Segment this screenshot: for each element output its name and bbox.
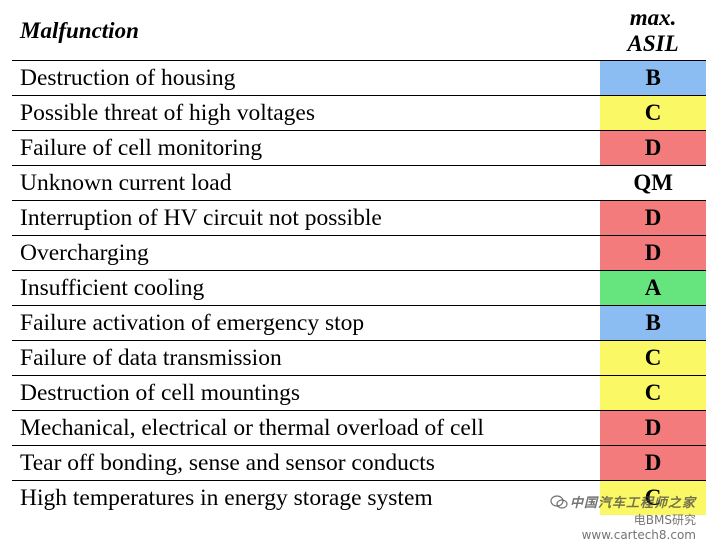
malfunction-header: Malfunction [12, 2, 601, 61]
asil-cell: C [600, 340, 706, 376]
malfunction-cell: Destruction of housing [12, 60, 601, 96]
table-row: High temperatures in energy storage syst… [12, 480, 706, 515]
asil-cell: D [600, 130, 706, 166]
asil-cell: D [600, 410, 706, 446]
asil-cell: D [600, 200, 706, 236]
table-row: Tear off bonding, sense and sensor condu… [12, 445, 706, 481]
malfunction-cell: Failure activation of emergency stop [12, 305, 601, 341]
malfunction-cell: Possible threat of high voltages [12, 95, 601, 131]
malfunction-cell: Unknown current load [12, 165, 601, 201]
asil-cell: C [600, 95, 706, 131]
asil-cell: B [600, 60, 706, 96]
table-row: Failure of cell monitoring D [12, 130, 706, 166]
asil-cell: D [600, 235, 706, 271]
watermark-line1: 中国汽车工程师之家 [569, 496, 696, 511]
malfunction-cell: High temperatures in energy storage syst… [20, 484, 433, 511]
asil-cell: C [600, 480, 706, 515]
table-row: Failure of data transmission C [12, 340, 706, 376]
table-row: Unknown current load QM [12, 165, 706, 201]
table-row: Destruction of housing B [12, 60, 706, 96]
asil-header: max. ASIL [600, 2, 706, 61]
malfunction-cell: Failure of cell monitoring [12, 130, 601, 166]
asil-header-line1: max. [629, 5, 677, 30]
watermark: 中国汽车工程师之家 电BMS研究 www.cartech8.com [536, 492, 696, 542]
asil-cell: QM [600, 165, 706, 201]
table-row: Destruction of cell mountings C [12, 375, 706, 411]
table-row: Mechanical, electrical or thermal overlo… [12, 410, 706, 446]
malfunction-cell: Interruption of HV circuit not possible [12, 200, 601, 236]
table-row: Overcharging D [12, 235, 706, 271]
malfunction-cell: Mechanical, electrical or thermal overlo… [12, 410, 601, 446]
asil-cell: B [600, 305, 706, 341]
asil-cell: D [600, 445, 706, 481]
table-row: Insufficient cooling A [12, 270, 706, 306]
watermark-line2: 电BMS研究 www.cartech8.com [581, 513, 696, 542]
asil-cell: C [600, 375, 706, 411]
asil-header-line2: ASIL [627, 31, 679, 56]
malfunction-cell: Insufficient cooling [12, 270, 601, 306]
table-row: Failure activation of emergency stop B [12, 305, 706, 341]
malfunction-cell: Overcharging [12, 235, 601, 271]
malfunction-cell: Tear off bonding, sense and sensor condu… [12, 445, 601, 481]
table-row: Interruption of HV circuit not possible … [12, 200, 706, 236]
asil-cell: A [600, 270, 706, 306]
malfunction-cell: Destruction of cell mountings [12, 375, 601, 411]
malfunction-cell: Failure of data transmission [12, 340, 601, 376]
wechat-icon [550, 494, 568, 514]
header-row: Malfunction max. ASIL [12, 2, 706, 61]
table-row: Possible threat of high voltages C [12, 95, 706, 131]
asil-table: Malfunction max. ASIL Destruction of hou… [12, 2, 706, 515]
